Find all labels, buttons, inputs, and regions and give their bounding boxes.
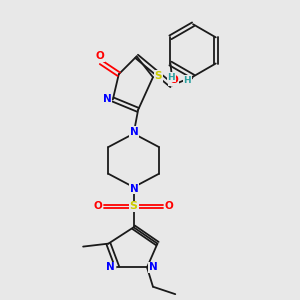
Text: N: N — [130, 184, 139, 194]
Text: N: N — [106, 262, 115, 272]
Text: S: S — [154, 71, 162, 81]
Text: O: O — [165, 202, 174, 212]
Text: S: S — [130, 202, 138, 212]
Text: N: N — [130, 127, 139, 137]
Text: N: N — [149, 262, 158, 272]
Text: O: O — [169, 76, 178, 85]
Text: N: N — [103, 94, 111, 104]
Text: H: H — [167, 73, 175, 82]
Text: H: H — [184, 76, 191, 85]
Text: O: O — [95, 51, 104, 61]
Text: O: O — [94, 202, 102, 212]
